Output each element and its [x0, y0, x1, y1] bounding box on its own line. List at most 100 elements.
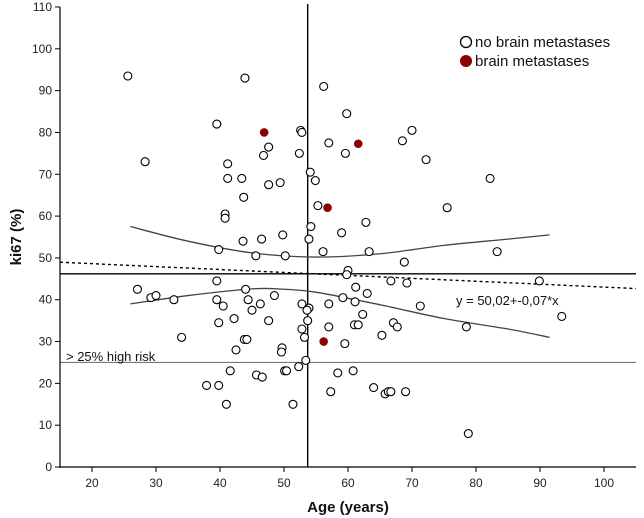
no-brain-metastases-point — [306, 221, 316, 232]
no-brain-metastases-point — [132, 284, 142, 294]
no-brain-metastases-point — [151, 290, 161, 301]
no-brain-metastases-point — [386, 276, 396, 286]
brain-metastases-point — [323, 203, 332, 213]
y-tick-label: 60 — [39, 209, 53, 223]
no-brain-metastases-point — [202, 380, 212, 391]
no-brain-metastases-point — [294, 148, 304, 158]
y-tick-label: 10 — [39, 418, 53, 432]
y-tick-label: 80 — [39, 125, 53, 139]
no-brain-metastases-point — [392, 322, 402, 332]
no-brain-metastases-point — [258, 150, 269, 161]
no-brain-metastases-point — [223, 173, 233, 184]
no-brain-metastases-point — [415, 301, 425, 311]
no-brain-metastases-point — [140, 157, 150, 167]
y-tick-label: 70 — [39, 167, 53, 181]
no-brain-metastases-point — [299, 332, 310, 342]
axes: 0 10 20 30 40 50 60 70 80 90 100 110 20 30 40 50 60 70 80 9… — [32, 0, 636, 490]
no-brain-metastases-point — [221, 399, 231, 409]
no-brain-metastases-point — [264, 316, 274, 326]
data-points — [123, 71, 567, 439]
no-brain-metastases-point — [313, 201, 323, 211]
no-brain-metastases-point — [257, 234, 267, 244]
no-brain-metastases-point — [242, 334, 252, 345]
legend-label-brain-metastases: brain metastases — [475, 53, 589, 70]
no-brain-metastases-point — [282, 366, 292, 376]
no-brain-metastases-point — [297, 127, 307, 138]
no-brain-metastases-point — [301, 355, 311, 365]
no-brain-metastases-point — [348, 366, 358, 376]
no-brain-metastases-point — [324, 322, 334, 332]
no-brain-metastases-point — [402, 278, 412, 288]
no-brain-metastases-point — [220, 213, 230, 223]
no-brain-metastases-point — [280, 251, 290, 261]
no-brain-metastases-point — [169, 295, 179, 305]
no-brain-metastases-point — [288, 399, 298, 409]
x-tick-label: 30 — [149, 476, 163, 490]
no-brain-metastases-point — [304, 234, 314, 244]
no-brain-metastases-point — [247, 305, 257, 315]
confidence-band-lower — [130, 287, 550, 339]
no-brain-metastases-point — [305, 167, 315, 177]
no-brain-metastases-point — [214, 380, 224, 391]
confidence-band — [130, 225, 550, 339]
no-brain-metastases-point — [333, 368, 343, 378]
no-brain-metastases-point — [275, 178, 285, 188]
no-brain-metastases-point — [492, 247, 502, 257]
brain-metastases-point — [353, 139, 363, 149]
high-risk-label: > 25% high risk — [66, 349, 156, 364]
no-brain-metastases-point — [294, 362, 304, 372]
no-brain-metastases-point — [238, 236, 248, 246]
no-brain-metastases-point — [557, 311, 567, 322]
brain-metastases-point — [259, 128, 269, 137]
confidence-band-upper — [130, 225, 550, 258]
no-brain-metastases-point — [463, 428, 473, 439]
no-brain-metastases-point — [318, 247, 328, 257]
y-tick-label: 50 — [39, 251, 53, 265]
no-brain-metastases-point — [257, 372, 267, 382]
no-brain-metastases-point — [264, 180, 274, 190]
no-brain-metastases-point — [303, 316, 313, 326]
legend-marker-brain-metastases — [460, 55, 472, 67]
x-tick-label: 50 — [277, 476, 291, 490]
no-brain-metastases-point — [324, 299, 334, 309]
no-brain-metastases-point — [223, 159, 233, 169]
no-brain-metastases-point — [229, 313, 239, 324]
brain-metastases-point — [319, 337, 328, 346]
no-brain-metastases-point — [214, 244, 224, 255]
no-brain-metastases-point — [276, 347, 286, 357]
no-brain-metastases-point — [278, 230, 288, 240]
y-tick-label: 20 — [39, 376, 53, 390]
no-brain-metastases-point — [340, 339, 350, 349]
no-brain-metastases-point — [297, 324, 307, 334]
no-brain-metastases-point — [386, 387, 396, 397]
no-brain-metastases-point — [123, 71, 133, 81]
no-brain-metastases-point — [212, 295, 222, 305]
x-tick-label: 90 — [533, 476, 547, 490]
no-brain-metastases-point — [241, 284, 251, 294]
no-brain-metastases-point — [319, 81, 329, 92]
no-brain-metastases-point — [251, 251, 261, 261]
no-brain-metastases-point — [302, 305, 312, 315]
no-brain-metastases-point — [442, 203, 452, 213]
no-brain-metastases-point — [338, 293, 348, 303]
y-tick-label: 30 — [39, 335, 53, 349]
no-brain-metastases-point — [399, 257, 409, 267]
no-brain-metastases-point — [212, 276, 222, 286]
no-brain-metastases-point — [225, 366, 235, 376]
no-brain-metastases-point — [534, 276, 544, 286]
no-brain-metastases-point — [310, 175, 320, 186]
no-brain-metastases-point — [397, 136, 407, 146]
legend: no brain metastases brain metastases — [459, 34, 610, 70]
legend-label-no-brain-metastases: no brain metastases — [475, 34, 610, 51]
no-brain-metastases-point — [350, 297, 360, 307]
no-brain-metastases-point — [342, 109, 352, 119]
regression-equation: y = 50,02+-0,07*x — [456, 293, 559, 308]
y-tick-label: 0 — [45, 460, 52, 474]
no-brain-metastases-point — [231, 345, 241, 355]
no-brain-metastases-point — [358, 309, 368, 319]
y-tick-label: 90 — [39, 84, 53, 98]
x-tick-label: 70 — [405, 476, 419, 490]
no-brain-metastases-point — [337, 228, 347, 238]
no-brain-metastases-point — [237, 173, 247, 184]
